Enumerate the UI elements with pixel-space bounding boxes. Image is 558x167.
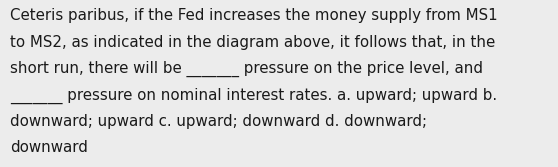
Text: to MS2, as indicated in the diagram above, it follows that, in the: to MS2, as indicated in the diagram abov… xyxy=(10,35,496,50)
Text: _______ pressure on nominal interest rates. a. upward; upward b.: _______ pressure on nominal interest rat… xyxy=(10,88,497,104)
Text: short run, there will be _______ pressure on the price level, and: short run, there will be _______ pressur… xyxy=(10,61,483,77)
Text: Ceteris paribus, if the Fed increases the money supply from MS1: Ceteris paribus, if the Fed increases th… xyxy=(10,8,498,23)
Text: downward; upward c. upward; downward d. downward;: downward; upward c. upward; downward d. … xyxy=(10,114,427,129)
Text: downward: downward xyxy=(10,140,88,155)
